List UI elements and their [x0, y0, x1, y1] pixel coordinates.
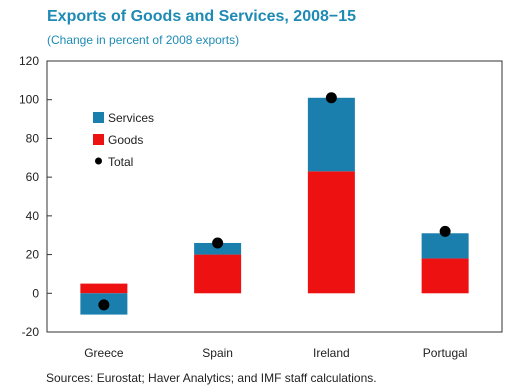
x-tick-label: Ireland [313, 346, 350, 360]
chart-title: Exports of Goods and Services, 2008−15 [47, 8, 357, 25]
legend-label-total: Total [108, 155, 133, 169]
goods-bar [421, 258, 469, 294]
y-tick-label: 0 [32, 286, 39, 300]
services-bar [307, 97, 355, 172]
y-tick-label: -20 [22, 325, 40, 339]
total-marker [439, 225, 451, 237]
plot-frame [46, 60, 503, 333]
source-note: Sources: Eurostat; Haver Analytics; and … [46, 371, 377, 385]
total-marker [325, 92, 337, 104]
legend-swatch-goods [93, 134, 104, 145]
legend-swatch-services [93, 112, 104, 123]
y-tick-label: 100 [19, 93, 39, 107]
total-marker [212, 237, 224, 249]
legend-marker-total [95, 157, 102, 165]
x-tick-label: Greece [84, 346, 124, 360]
legend-label-goods: Goods [108, 133, 143, 147]
chart-subtitle: (Change in percent of 2008 exports) [47, 33, 240, 47]
goods-bar [194, 254, 242, 294]
y-tick-label: 40 [26, 209, 40, 223]
legend-label-services: Services [108, 111, 154, 125]
y-tick-label: 120 [19, 54, 39, 68]
services-bar [421, 233, 469, 259]
y-tick-label: 80 [26, 131, 40, 145]
x-tick-label: Portugal [423, 346, 468, 360]
y-tick-label: 60 [26, 170, 40, 184]
goods-bar [80, 283, 128, 294]
services-bar [194, 242, 242, 255]
goods-bar [307, 171, 355, 294]
total-marker [98, 299, 110, 311]
y-tick-label: 20 [26, 248, 40, 262]
x-tick-label: Spain [202, 346, 233, 360]
